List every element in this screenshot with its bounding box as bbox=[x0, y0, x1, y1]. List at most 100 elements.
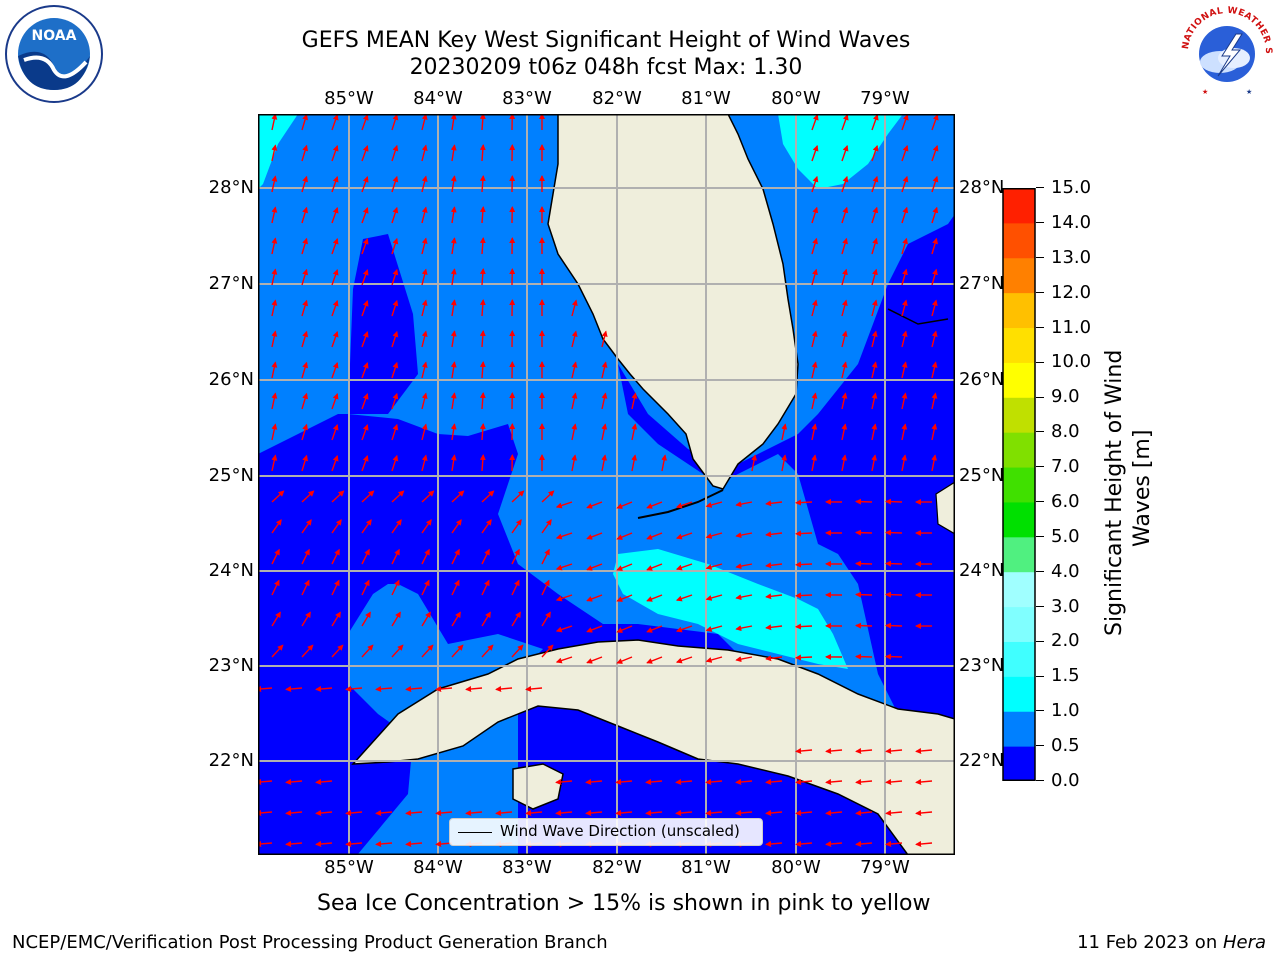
colorbar-tick-label: 0.0 bbox=[1051, 770, 1080, 791]
red-arrow-icon bbox=[541, 548, 550, 565]
colorbar-tick-label: 1.0 bbox=[1051, 700, 1080, 722]
red-arrow-icon bbox=[855, 529, 873, 536]
lat-label-right: 23°N bbox=[959, 655, 1005, 676]
red-arrow-icon bbox=[646, 563, 663, 571]
red-arrow-icon bbox=[421, 114, 428, 131]
red-arrow-icon bbox=[479, 114, 486, 131]
red-arrow-icon bbox=[331, 548, 340, 565]
red-arrow-icon bbox=[811, 392, 818, 410]
isla-de-la-juventud bbox=[512, 763, 564, 810]
red-arrow-icon bbox=[705, 563, 723, 570]
red-arrow-icon bbox=[855, 747, 873, 754]
red-arrow-icon bbox=[885, 809, 903, 816]
red-arrow-icon bbox=[795, 499, 813, 506]
red-arrow-icon bbox=[391, 114, 399, 131]
red-arrow-icon bbox=[585, 778, 603, 785]
red-arrow-icon bbox=[811, 237, 818, 255]
red-arrow-icon bbox=[479, 237, 486, 255]
red-arrow-icon bbox=[825, 778, 843, 785]
wave-field-1.0-1.5-strait bbox=[613, 549, 848, 669]
colorbar-tick-mark bbox=[1036, 466, 1044, 468]
red-arrow-icon bbox=[285, 778, 303, 785]
red-arrow-icon bbox=[271, 237, 278, 255]
red-arrow-icon bbox=[481, 611, 491, 627]
red-arrow-icon bbox=[331, 268, 339, 286]
red-arrow-icon bbox=[675, 778, 693, 785]
red-arrow-icon bbox=[931, 423, 938, 441]
red-arrow-icon bbox=[345, 685, 363, 692]
red-arrow-icon bbox=[915, 747, 933, 754]
colorbar-tick-mark bbox=[1036, 605, 1044, 607]
red-arrow-icon bbox=[465, 685, 483, 692]
colorbar-tick-label: 3.0 bbox=[1051, 595, 1080, 617]
red-arrow-icon bbox=[481, 519, 492, 534]
red-arrow-icon bbox=[421, 611, 431, 627]
red-arrow-icon bbox=[735, 594, 753, 601]
red-arrow-icon bbox=[586, 563, 603, 571]
colorbar-label-line1: Significant Height of Wind bbox=[1102, 349, 1127, 636]
red-arrow-icon bbox=[931, 361, 938, 379]
red-arrow-icon bbox=[931, 454, 938, 472]
red-arrow-icon bbox=[271, 392, 278, 410]
colorbar-segment bbox=[1003, 746, 1035, 781]
red-arrow-icon bbox=[795, 561, 813, 568]
red-arrow-icon bbox=[361, 611, 371, 627]
red-arrow-icon bbox=[301, 144, 309, 162]
red-arrow-icon bbox=[421, 519, 432, 534]
red-arrow-icon bbox=[855, 653, 873, 660]
red-arrow-icon bbox=[315, 685, 333, 692]
lon-label-top: 82°W bbox=[592, 88, 642, 109]
red-arrow-icon bbox=[871, 423, 878, 441]
red-arrow-icon bbox=[391, 611, 401, 627]
red-arrow-icon bbox=[735, 532, 753, 539]
red-arrow-icon bbox=[511, 519, 522, 534]
red-arrow-icon bbox=[931, 268, 938, 286]
red-arrow-icon bbox=[361, 207, 369, 224]
wind-wave-map bbox=[258, 114, 955, 855]
florida-land bbox=[547, 114, 799, 490]
red-arrow-icon bbox=[479, 361, 486, 379]
red-arrow-icon bbox=[361, 490, 375, 503]
red-arrow-icon bbox=[271, 114, 278, 131]
legend-line-swatch bbox=[458, 832, 492, 833]
red-arrow-icon bbox=[555, 656, 573, 664]
red-arrow-icon bbox=[705, 594, 723, 601]
colorbar-tick-label: 2.0 bbox=[1051, 630, 1080, 652]
red-arrow-icon bbox=[301, 206, 309, 224]
red-arrow-icon bbox=[479, 268, 486, 286]
red-arrow-icon bbox=[841, 423, 848, 441]
red-arrow-icon bbox=[479, 144, 486, 162]
red-arrow-icon bbox=[885, 498, 903, 505]
lon-label-bottom: 82°W bbox=[592, 857, 642, 878]
colorbar-tick-label: 12.0 bbox=[1051, 281, 1092, 303]
red-arrow-icon bbox=[421, 423, 428, 441]
red-arrow-icon bbox=[871, 268, 878, 286]
red-arrow-icon bbox=[585, 809, 603, 816]
red-arrow-icon bbox=[450, 175, 457, 193]
red-arrow-icon bbox=[301, 330, 309, 348]
red-arrow-icon bbox=[616, 563, 633, 571]
red-arrow-icon bbox=[391, 519, 402, 534]
red-arrow-icon bbox=[931, 237, 938, 255]
colorbar-segment bbox=[1003, 571, 1035, 608]
red-arrow-icon bbox=[841, 144, 849, 162]
red-arrow-icon bbox=[795, 840, 813, 847]
red-arrow-icon bbox=[331, 490, 345, 503]
red-arrow-icon bbox=[931, 175, 939, 193]
red-arrow-icon bbox=[450, 206, 457, 224]
red-arrow-icon bbox=[705, 778, 723, 785]
red-arrow-icon bbox=[541, 644, 554, 658]
red-arrow-icon bbox=[285, 840, 303, 847]
lat-label-right: 22°N bbox=[959, 750, 1005, 771]
red-arrow-icon bbox=[361, 362, 369, 379]
red-arrow-icon bbox=[450, 392, 457, 410]
colorbar-segment bbox=[1003, 536, 1035, 573]
lon-label-bottom: 80°W bbox=[771, 857, 821, 878]
red-arrow-icon bbox=[361, 424, 369, 441]
red-arrow-icon bbox=[841, 361, 848, 379]
red-arrow-icon bbox=[271, 611, 281, 627]
red-arrow-icon bbox=[646, 625, 663, 633]
red-arrow-icon bbox=[481, 490, 495, 503]
red-arrow-icon bbox=[631, 423, 638, 441]
footer-date: 11 Feb 2023 on Hera bbox=[1077, 932, 1266, 953]
